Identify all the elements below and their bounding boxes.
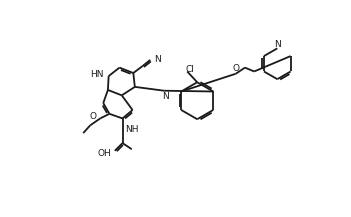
Text: OH: OH <box>98 149 112 158</box>
Text: N: N <box>154 55 161 64</box>
Text: NH: NH <box>126 125 139 134</box>
Text: Cl: Cl <box>185 65 194 74</box>
Text: N: N <box>162 92 169 101</box>
Text: O: O <box>90 112 96 121</box>
Text: HN: HN <box>90 70 103 79</box>
Text: N: N <box>274 40 281 49</box>
Text: O: O <box>232 64 239 73</box>
